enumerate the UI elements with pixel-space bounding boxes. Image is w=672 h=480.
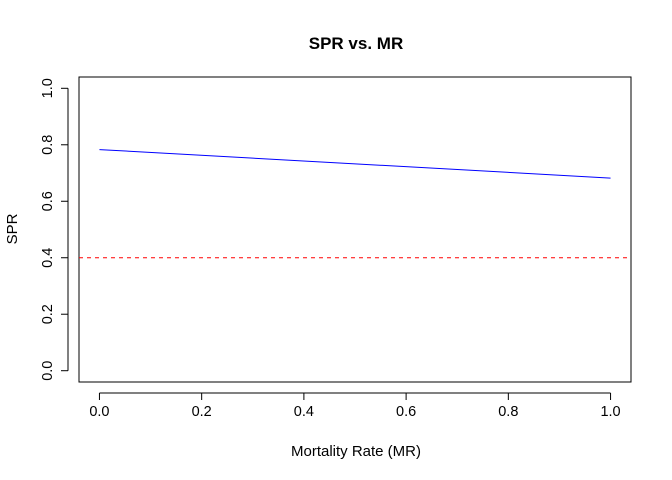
chart-title: SPR vs. MR	[309, 34, 403, 53]
series-line	[99, 149, 611, 179]
y-tick-label: 0.0	[40, 361, 56, 381]
series-layer	[99, 149, 611, 179]
x-tick-label: 0.4	[294, 404, 314, 420]
y-tick-label: 0.6	[40, 191, 56, 211]
x-axis: 0.0 0.2 0.4 0.6 0.8 1.0	[89, 392, 621, 420]
plot-frame	[78, 76, 632, 383]
x-axis-label: Mortality Rate (MR)	[291, 443, 421, 460]
y-axis-label: SPR	[4, 213, 21, 244]
x-tick-label: 0.0	[89, 404, 109, 420]
y-tick-label: 1.0	[40, 78, 56, 98]
x-tick-label: 1.0	[600, 404, 620, 420]
y-tick-label: 0.4	[40, 248, 56, 268]
y-tick-label: 0.8	[40, 135, 56, 155]
x-tick-label: 0.2	[192, 404, 212, 420]
y-axis: 0.0 0.2 0.4 0.6 0.8 1.0	[40, 78, 69, 381]
y-tick-label: 0.2	[40, 304, 56, 324]
x-tick-label: 0.6	[396, 404, 416, 420]
x-tick-label: 0.8	[498, 404, 518, 420]
